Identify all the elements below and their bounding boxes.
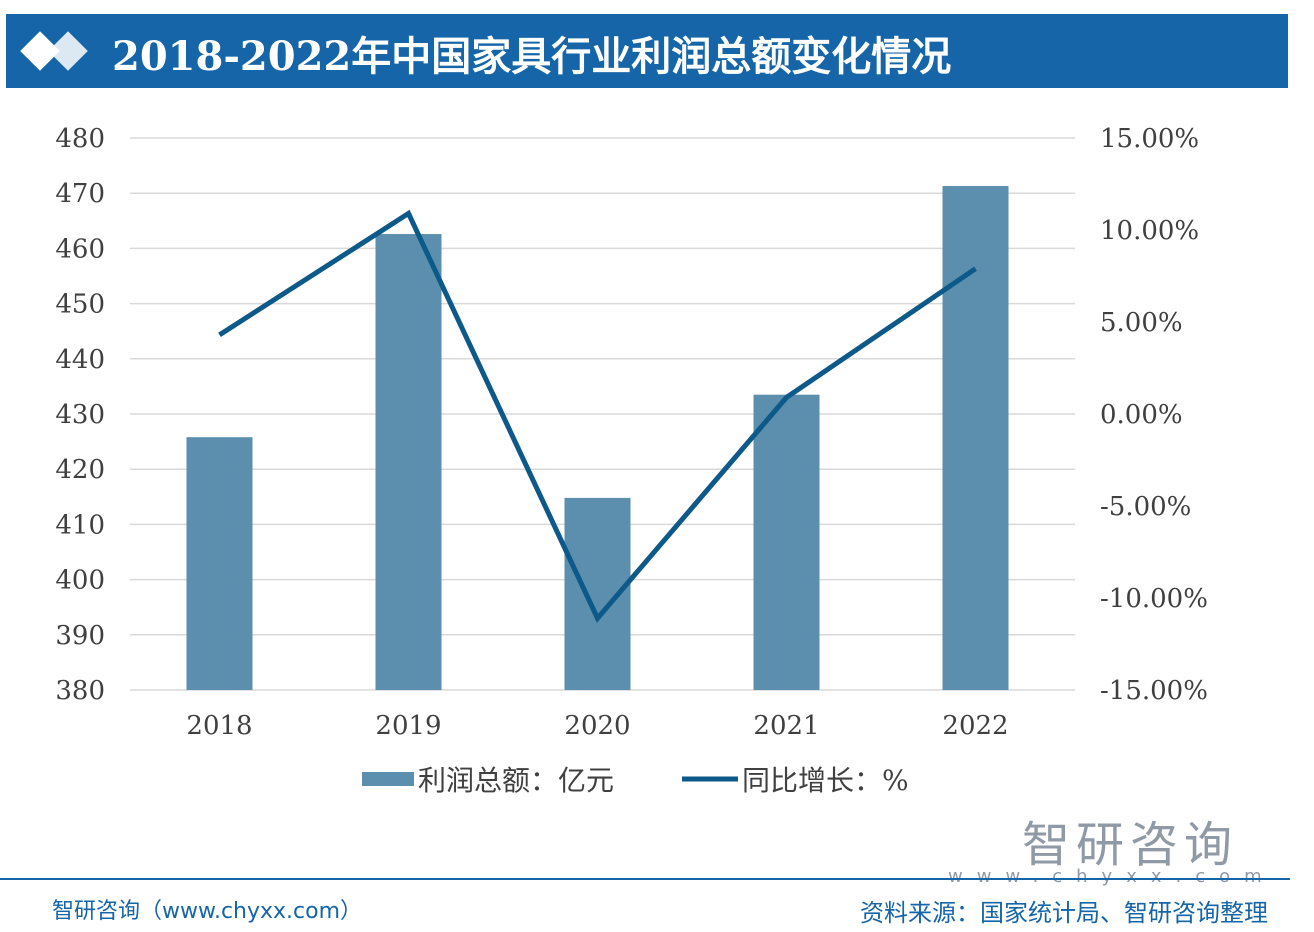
bar-2019 — [375, 234, 442, 690]
y-right-tick-label: 0.00% — [1100, 400, 1183, 430]
y-left-tick-label: 450 — [55, 290, 105, 320]
y-left-tick-label: 400 — [55, 566, 105, 596]
y-right-tick-label: 10.00% — [1100, 216, 1199, 246]
legend-bar-swatch — [362, 772, 414, 786]
brand-url: www.chyxx.com — [948, 866, 1276, 887]
x-tick-label: 2022 — [942, 711, 1008, 741]
title-banner: 2018-2022年中国家具行业利润总额变化情况 — [6, 14, 1288, 88]
y-right-tick-label: 5.00% — [1100, 308, 1183, 338]
y-right-tick-label: -5.00% — [1100, 492, 1191, 522]
y-left-tick-label: 480 — [55, 124, 105, 154]
y-left-tick-label: 420 — [55, 455, 105, 485]
bar-2018 — [186, 437, 253, 690]
x-tick-label: 2019 — [375, 711, 441, 741]
chart-title: 2018-2022年中国家具行业利润总额变化情况 — [112, 33, 952, 80]
x-tick-label: 2021 — [753, 711, 819, 741]
y-left-tick-label: 440 — [55, 345, 105, 375]
y-right-tick-label: -15.00% — [1100, 676, 1208, 706]
bar-2022 — [942, 186, 1009, 691]
y-left-tick-label: 430 — [55, 400, 105, 430]
legend-line-label: 同比增长：% — [742, 764, 909, 797]
x-tick-label: 2018 — [186, 711, 252, 741]
footer-divider — [0, 878, 1290, 880]
y-left-tick-label: 460 — [55, 234, 105, 264]
bar-2021 — [753, 394, 820, 690]
footer-data-source: 资料来源：国家统计局、智研咨询整理 — [860, 899, 1268, 927]
footer-source-site: 智研咨询（www.chyxx.com） — [52, 899, 363, 924]
y-right-tick-label: -10.00% — [1100, 584, 1208, 614]
y-left-tick-label: 380 — [55, 676, 105, 706]
legend-bar-label: 利润总额：亿元 — [418, 764, 614, 797]
x-tick-label: 2020 — [564, 711, 630, 741]
brand-watermark: 智研咨询 — [1022, 817, 1239, 873]
y-right-tick-label: 15.00% — [1100, 124, 1199, 154]
y-left-tick-label: 470 — [55, 179, 105, 209]
y-left-tick-label: 410 — [55, 510, 105, 540]
y-left-tick-label: 390 — [55, 621, 105, 651]
